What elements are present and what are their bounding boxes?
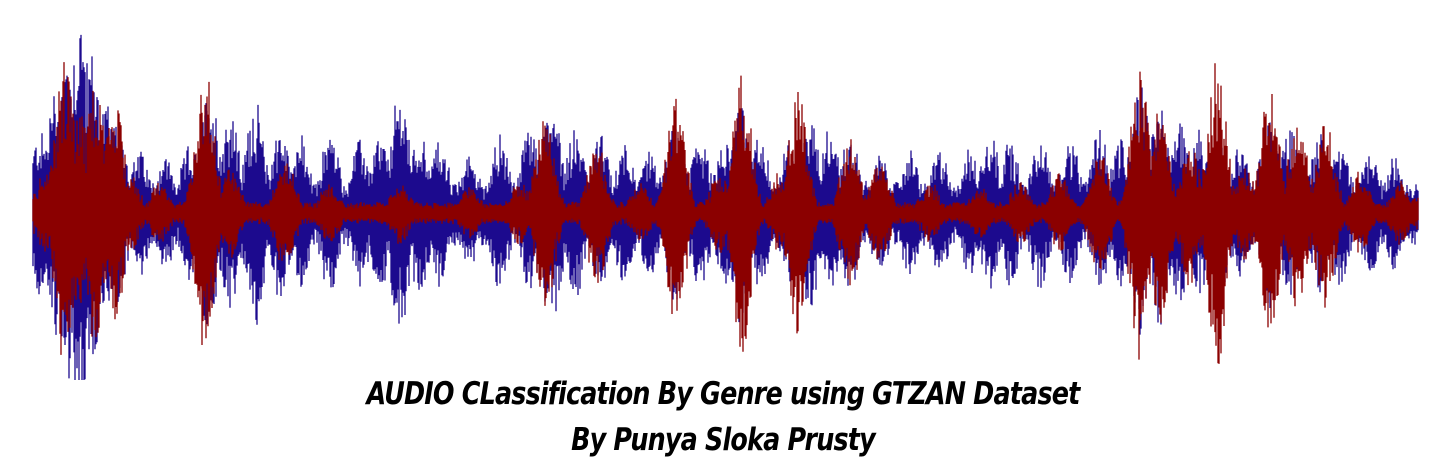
waveform-red-path (32, 62, 1419, 364)
waveform-channel-red (32, 62, 1419, 364)
author-text: By Punya Sloka Prusty (571, 422, 876, 458)
audio-waveform (32, 34, 1419, 380)
title-text: AUDIO CLassification By Genre using GTZA… (366, 376, 1080, 412)
